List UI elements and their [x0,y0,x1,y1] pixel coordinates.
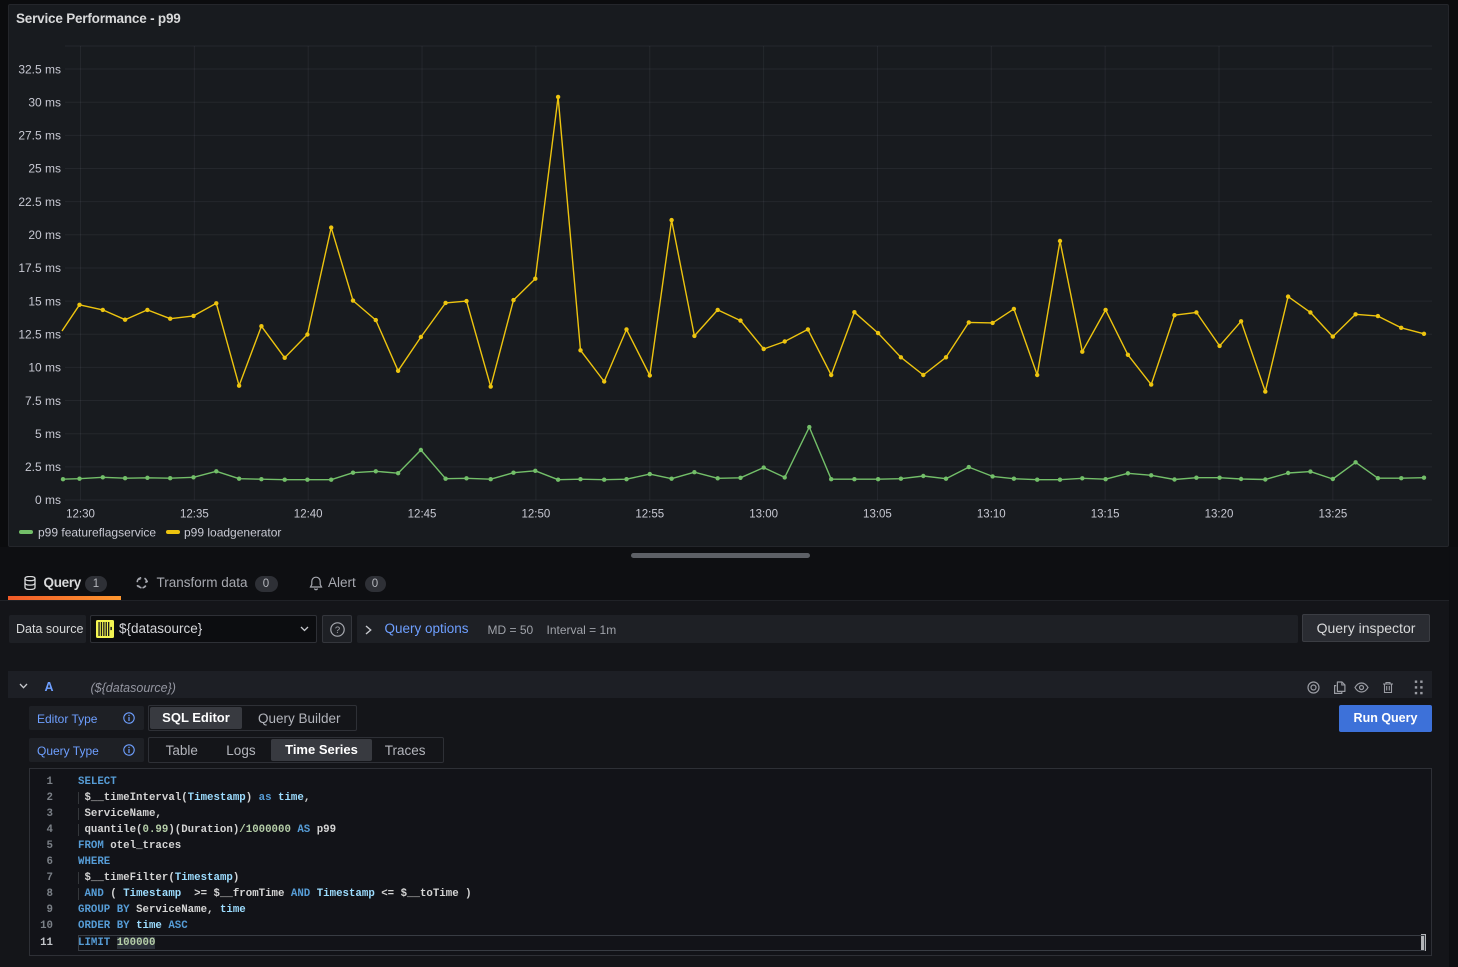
svg-text:7.5 ms: 7.5 ms [25,394,61,408]
svg-text:22.5 ms: 22.5 ms [18,195,61,209]
svg-text:13:15: 13:15 [1091,509,1120,521]
svg-text:12:40: 12:40 [294,509,323,521]
svg-text:13:05: 13:05 [863,509,892,521]
svg-text:25 ms: 25 ms [28,162,61,176]
svg-text:12:35: 12:35 [180,509,209,521]
svg-text:p99 loadgenerator: p99 loadgenerator [184,526,281,540]
svg-text:12:45: 12:45 [408,509,437,521]
svg-text:13:20: 13:20 [1205,509,1234,521]
svg-text:0 ms: 0 ms [35,493,61,507]
svg-text:17.5 ms: 17.5 ms [18,261,61,275]
svg-text:12:30: 12:30 [66,509,95,521]
svg-text:p99 featureflagservice: p99 featureflagservice [38,526,156,540]
svg-text:12.5 ms: 12.5 ms [18,327,61,341]
svg-text:13:25: 13:25 [1318,509,1347,521]
svg-text:32.5 ms: 32.5 ms [18,62,61,76]
svg-text:?: ? [334,624,339,635]
svg-text:30 ms: 30 ms [28,95,61,109]
svg-text:13:00: 13:00 [749,509,778,521]
svg-text:2.5 ms: 2.5 ms [25,460,61,474]
svg-text:20 ms: 20 ms [28,228,61,242]
svg-text:13:10: 13:10 [977,509,1006,521]
svg-text:27.5 ms: 27.5 ms [18,129,61,143]
svg-text:12:50: 12:50 [522,509,551,521]
svg-text:10 ms: 10 ms [28,361,61,375]
svg-text:15 ms: 15 ms [28,294,61,308]
svg-text:5 ms: 5 ms [35,427,61,441]
svg-text:12:55: 12:55 [635,509,664,521]
